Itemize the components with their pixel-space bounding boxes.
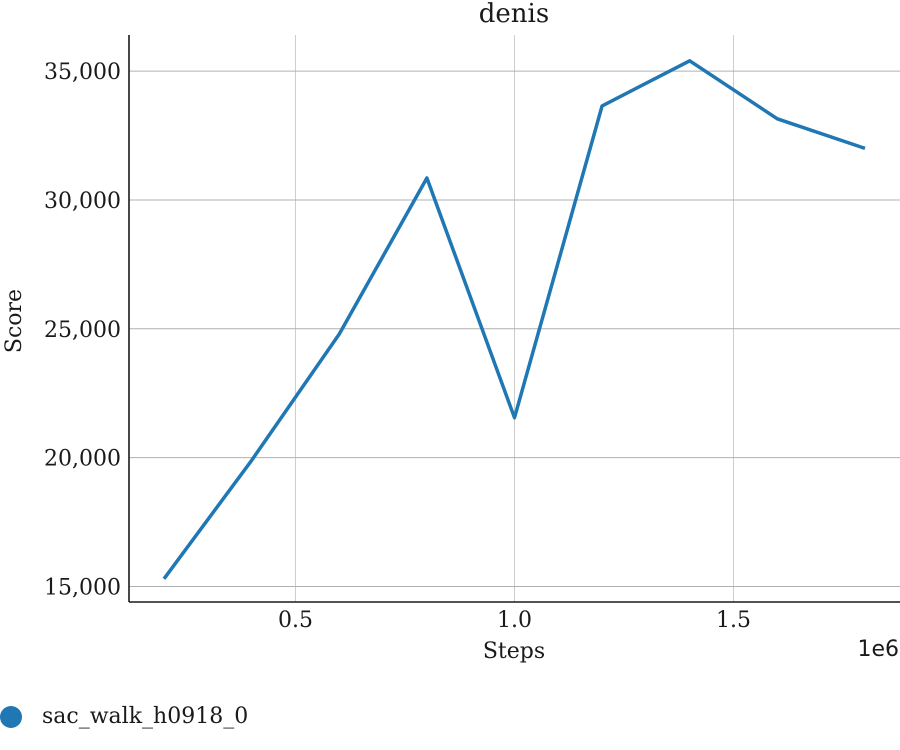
gridlines	[129, 35, 900, 602]
y-tick-label: 15,000	[44, 576, 121, 601]
x-tick-label: 0.5	[278, 608, 313, 633]
y-tick-label: 20,000	[44, 447, 121, 472]
y-tick-label: 25,000	[44, 318, 121, 343]
y-tick-label: 30,000	[44, 189, 121, 214]
chart-title: denis	[479, 0, 549, 29]
y-ticks: 15,000 20,000 25,000 30,000 35,000	[44, 60, 121, 600]
series-line	[162, 59, 866, 580]
series-layer	[162, 59, 866, 580]
x-tick-label: 1.0	[497, 608, 532, 633]
x-axis-title: Steps	[483, 639, 545, 664]
axes	[128, 35, 900, 603]
y-axis-title: Score	[2, 289, 27, 353]
legend-label: sac_walk_h0918_0	[42, 704, 249, 729]
x-tick-label: 1.5	[716, 608, 751, 633]
x-ticks: 0.5 1.0 1.5	[278, 608, 751, 633]
legend-marker	[0, 705, 22, 728]
legend: sac_walk_h0918_0	[0, 704, 248, 729]
y-tick-label: 35,000	[44, 60, 121, 85]
x-offset-label: 1e6	[857, 637, 899, 662]
